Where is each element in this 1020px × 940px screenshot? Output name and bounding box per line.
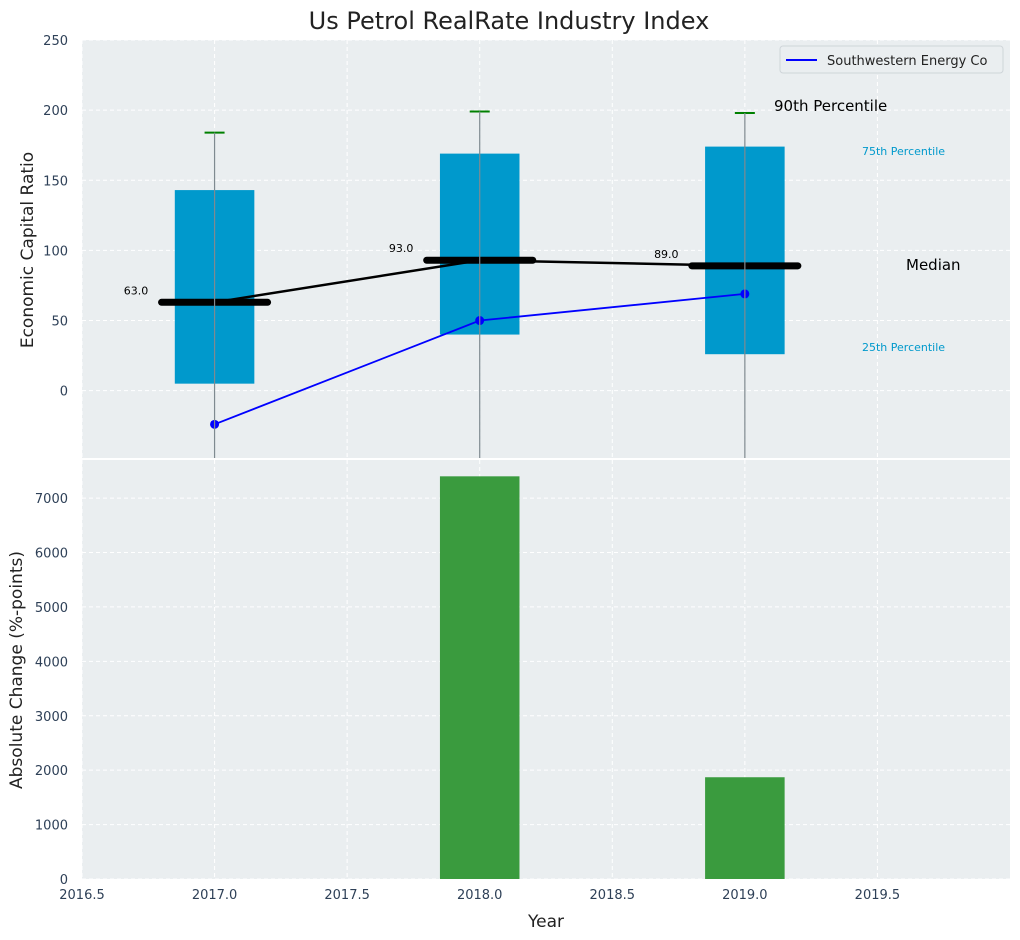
x-tick-label: 2019.0 — [722, 888, 768, 903]
bottom-y-tick-label: 4000 — [35, 655, 68, 670]
top-y-ticks: 0 50 100 150 200 250 — [43, 34, 68, 400]
median-value-label: 63.0 — [124, 284, 149, 297]
top-y-tick-label: 0 — [60, 385, 68, 400]
bottom-y-tick-label: 0 — [60, 873, 68, 888]
bottom-y-axis-label: Absolute Change (%-points) — [7, 551, 27, 789]
bottom-y-tick-label: 5000 — [35, 601, 68, 616]
bottom-x-ticks: 2016.5 2017.0 2017.5 2018.0 2018.5 2019.0 2019… — [59, 888, 900, 903]
percentile-annotations: 90th Percentile 75th Percentile Median 2… — [774, 97, 961, 354]
change-bar — [439, 476, 520, 879]
x-axis-label: Year — [527, 912, 564, 932]
x-tick-label: 2018.0 — [457, 888, 503, 903]
legend-box — [779, 45, 1004, 74]
bottom-y-tick-label: 6000 — [35, 547, 68, 562]
x-tick-label: 2016.5 — [59, 888, 105, 903]
x-tick-label: 2019.5 — [855, 888, 901, 903]
bottom-panel-background — [82, 460, 1010, 879]
bar-chart-panel: 0 1000 2000 3000 4000 5000 6000 7000 2016.5 2017… — [7, 460, 1010, 932]
box-whisker-lines — [213, 111, 746, 458]
top-y-tick-label: 250 — [43, 34, 68, 49]
bottom-y-tick-label: 7000 — [35, 492, 68, 507]
top-y-tick-label: 200 — [43, 104, 68, 119]
bottom-y-ticks: 0 1000 2000 3000 4000 5000 6000 7000 — [35, 492, 68, 888]
bottom-y-tick-label: 3000 — [35, 710, 68, 725]
p90-annotation: 90th Percentile — [774, 97, 887, 115]
change-bar — [705, 777, 785, 879]
x-tick-label: 2017.0 — [192, 888, 238, 903]
bottom-y-tick-label: 1000 — [35, 819, 68, 834]
bottom-gridlines — [81, 460, 1010, 880]
top-y-tick-label: 150 — [43, 174, 68, 189]
x-tick-label: 2017.5 — [324, 888, 370, 903]
chart-title: Us Petrol RealRate Industry Index — [309, 7, 710, 35]
median-value-label: 89.0 — [654, 248, 679, 261]
legend: Southwestern Energy Co — [779, 45, 1004, 74]
top-y-tick-label: 50 — [51, 315, 68, 330]
x-tick-label: 2018.5 — [590, 888, 636, 903]
p75-annotation: 75th Percentile — [862, 145, 945, 158]
box-plot-panel: 0 50 100 150 200 250 63.0 93.0 89.0 90th Percen… — [18, 34, 1010, 458]
median-value-label: 93.0 — [389, 242, 414, 255]
change-bars — [439, 476, 785, 879]
top-y-tick-label: 100 — [43, 244, 68, 259]
p25-annotation: 25th Percentile — [862, 341, 945, 354]
median-annotation: Median — [906, 256, 961, 274]
legend-label: Southwestern Energy Co — [827, 54, 987, 69]
top-y-axis-label: Economic Capital Ratio — [18, 152, 38, 348]
bottom-y-tick-label: 2000 — [35, 764, 68, 779]
